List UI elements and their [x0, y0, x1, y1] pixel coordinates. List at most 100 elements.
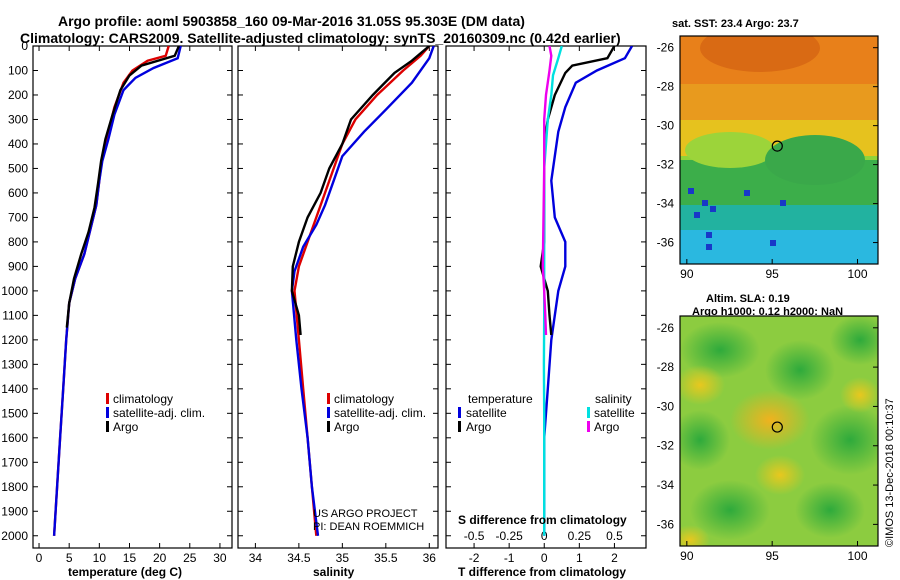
sst-cloud-pixel [702, 200, 708, 206]
altimetry-map-image [680, 316, 878, 546]
legend-climatology: climatology [334, 392, 394, 406]
map-lat-tick-label: -30 [657, 119, 675, 133]
sst-map-image [680, 36, 878, 264]
legend-swatch-t-satellite [458, 407, 461, 418]
sla-high-blob [680, 525, 710, 546]
depth-tick-label: 300 [8, 112, 28, 126]
series-line-satellite-adj-clim- [290, 46, 435, 536]
sla-low-blob [765, 340, 835, 400]
x-tick-label: 35 [336, 551, 350, 565]
legend-argo: Argo [334, 420, 360, 434]
depth-tick-label: 100 [8, 63, 28, 77]
sst-hot-patch [700, 36, 820, 72]
sst-green-patch [765, 135, 865, 185]
legend-t-argo: Argo [466, 420, 492, 434]
s-difference-tick-label: -0.5 [464, 529, 485, 543]
map-lat-tick-label: -32 [657, 158, 675, 172]
legend-swatch-climatology [327, 393, 330, 404]
legend-swatch-climatology [106, 393, 109, 404]
depth-tick-label: 500 [8, 161, 28, 175]
difference-legend: temperature satellite Argo salinity sate… [458, 392, 635, 434]
sla-low-blob [680, 410, 730, 470]
legend-swatch-satellite [327, 407, 330, 418]
sla-high-blob [840, 377, 878, 413]
x-tick-label: 35.5 [374, 551, 398, 565]
x-tick-label: 0 [36, 551, 43, 565]
depth-tick-label: 2000 [1, 529, 28, 543]
sst-cloud-pixel [780, 200, 786, 206]
depth-tick-label: 700 [8, 210, 28, 224]
legend-s-argo: Argo [594, 420, 620, 434]
legend-argo: Argo [113, 420, 139, 434]
t-difference-axis-label: T difference from climatology [458, 565, 626, 579]
x-tick-label: 20 [153, 551, 167, 565]
legend-satellite: satellite-adj. clim. [334, 406, 426, 420]
map-lat-tick-label: -28 [657, 80, 675, 94]
x-tick-label: 36 [423, 551, 437, 565]
sla-low-blob [830, 316, 878, 365]
x-tick-label: -2 [469, 551, 480, 565]
sst-cyan-band [680, 230, 878, 264]
depth-tick-label: 1700 [1, 455, 28, 469]
temperature-panel-frame [32, 45, 233, 549]
series-layer [52, 46, 634, 536]
map-lat-tick-label: -34 [657, 197, 675, 211]
temperature-axis-label: temperature (deg C) [68, 565, 182, 579]
map-lon-tick-label: 95 [765, 549, 779, 563]
sst-light-green-patch [685, 132, 775, 168]
legend-salinity-title: salinity [595, 392, 632, 406]
map-lon-tick-label: 95 [765, 267, 779, 281]
altimetry-argo-location-marker [771, 421, 783, 433]
map-lon-tick-label: 100 [848, 267, 868, 281]
x-tick-label: 1 [576, 551, 583, 565]
depth-tick-label: 1200 [1, 333, 28, 347]
depth-tick-label: 900 [8, 259, 28, 273]
map-lon-tick-label: 90 [680, 549, 694, 563]
legend-swatch-argo [327, 421, 330, 432]
x-tick-label: 0 [541, 551, 548, 565]
depth-tick-label: 400 [8, 137, 28, 151]
sst-argo-location-marker [771, 140, 783, 152]
depth-tick-label: 1300 [1, 357, 28, 371]
depth-tick-label: 200 [8, 88, 28, 102]
depth-tick-label: 600 [8, 186, 28, 200]
sst-cloud-pixel [770, 240, 776, 246]
altimetry-map-subtitle: Argo h1000: 0.12 h2000: NaN [692, 306, 843, 318]
sla-low-blob [680, 322, 760, 378]
series-line-argo [65, 46, 181, 328]
difference-panel-frame [445, 45, 647, 549]
map-lat-tick-label: -32 [657, 439, 675, 453]
x-tick-label: 15 [123, 551, 137, 565]
sst-map-title: sat. SST: 23.4 Argo: 23.7 [672, 18, 799, 30]
x-tick-label: 25 [183, 551, 197, 565]
series-line-s-argo [541, 46, 553, 336]
x-tick-label: 5 [66, 551, 73, 565]
sla-low-blob [690, 480, 770, 540]
x-tick-label: 30 [213, 551, 227, 565]
x-tick-label: -1 [504, 551, 515, 565]
x-tick-label: 34.5 [287, 551, 311, 565]
axes-layer: 0100200300400500600700800900100011001200… [1, 39, 646, 565]
sst-cloud-pixel [744, 190, 750, 196]
sla-high-blob [755, 455, 805, 495]
sla-low-blob [795, 482, 865, 538]
legend-climatology: climatology [113, 392, 173, 406]
legend-temperature-title: temperature [468, 392, 533, 406]
map-lat-tick-label: -30 [657, 399, 675, 413]
map-axes-layer: 90 95 100 -26 -28 -30 -32 -34 -36 90 95 100 -26 -28 -3… [657, 41, 878, 563]
depth-tick-label: 1800 [1, 480, 28, 494]
altimetry-map-frame [679, 315, 879, 547]
x-tick-label: 10 [93, 551, 107, 565]
map-lat-tick-label: -26 [657, 321, 675, 335]
sst-map-frame [679, 35, 879, 265]
sst-cloud-pixel [710, 206, 716, 212]
sst-cloud-pixel [706, 244, 712, 250]
legend-s-satellite: satellite [594, 406, 635, 420]
depth-tick-label: 1000 [1, 284, 28, 298]
legend-satellite: satellite-adj. clim. [113, 406, 205, 420]
title-line-1: Argo profile: aoml 5903858_160 09-Mar-20… [58, 13, 525, 29]
s-difference-tick-label: 0 [541, 529, 548, 543]
altimetry-map-title: Altim. SLA: 0.19 [706, 293, 790, 305]
depth-tick-label: 0 [21, 39, 28, 53]
series-line-t-satellite [543, 46, 634, 536]
